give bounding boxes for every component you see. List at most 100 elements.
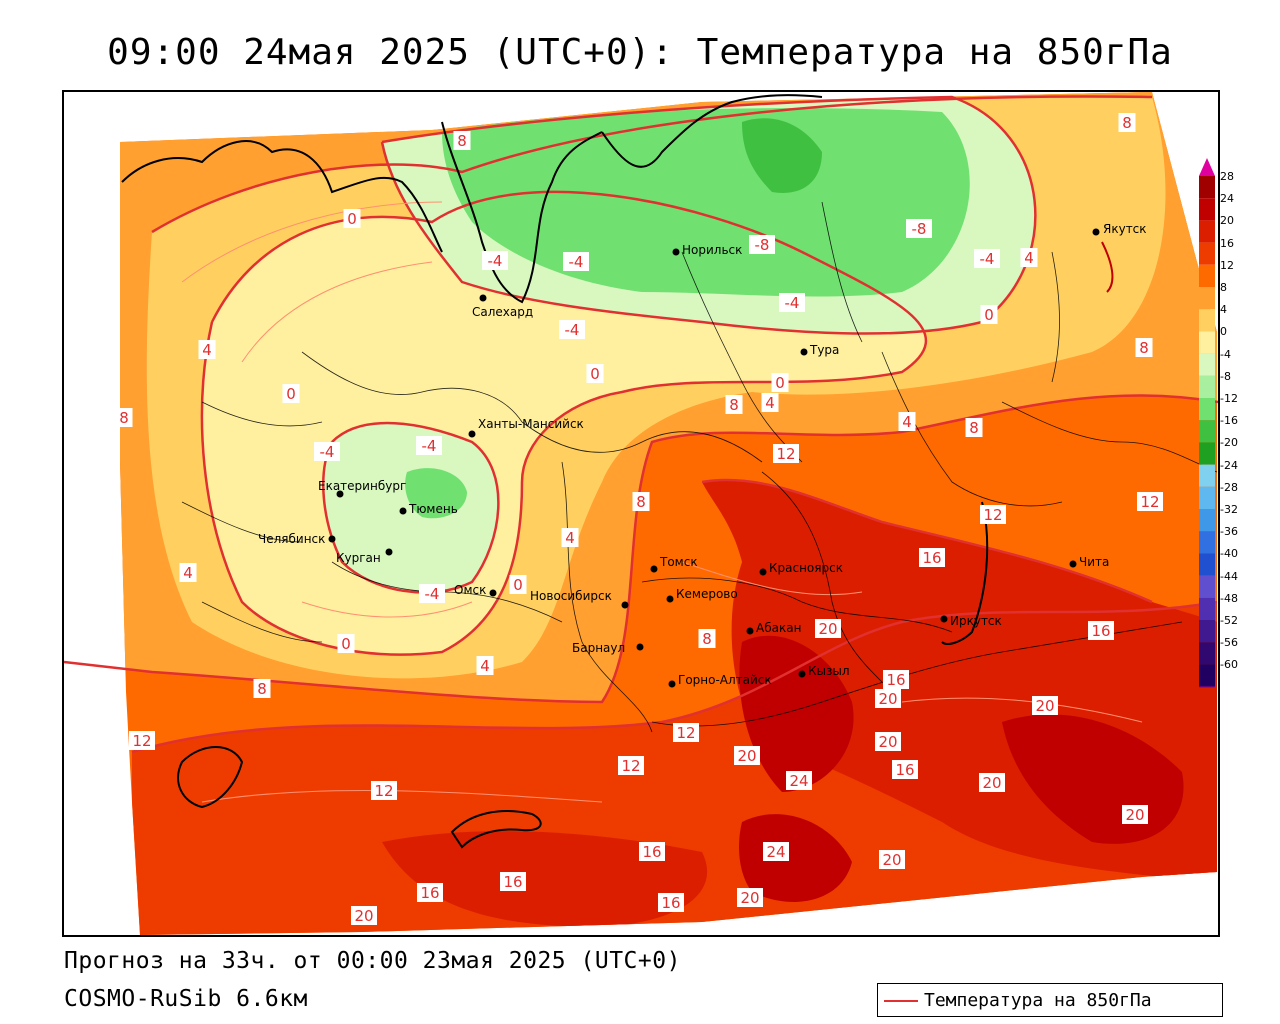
isotherm-label: 20 xyxy=(351,906,377,925)
svg-text:8: 8 xyxy=(969,419,979,437)
svg-text:-4: -4 xyxy=(425,585,440,603)
colorbar-tick-label: -52 xyxy=(1220,614,1238,627)
isotherm-label: 24 xyxy=(763,842,789,861)
isotherm-label: 4 xyxy=(561,528,579,547)
isotherm-label: 4 xyxy=(898,412,916,431)
temperature-colorbar: 28 24 20 16 12 8 4 0 -4 -8 -12 -16 -20 -24 -28 -32 -36 -4… xyxy=(1198,158,1268,688)
city-abakan[interactable]: Абакан xyxy=(746,621,802,635)
zone-neg12-north xyxy=(742,118,822,193)
temperature-map[interactable]: Якутск Норильск Салехард Тура Ханты-Манс… xyxy=(62,90,1220,937)
city-krasnoyarsk[interactable]: Красноярск xyxy=(759,561,843,576)
isotherm-4 xyxy=(151,95,1153,234)
isotherm-label: 4 xyxy=(198,340,216,359)
svg-text:12: 12 xyxy=(621,757,640,775)
city-label: Кемерово xyxy=(676,587,738,601)
isotherm-label: -4 xyxy=(482,251,508,270)
isotherm-label: 12 xyxy=(673,723,699,742)
colorbar-tick-label: -32 xyxy=(1220,503,1238,516)
svg-text:12: 12 xyxy=(776,445,795,463)
colorbar-swatch xyxy=(1199,353,1215,376)
isotherm-label: 12 xyxy=(773,444,799,463)
city-norilsk[interactable]: Норильск xyxy=(672,243,743,257)
city-label: Омск xyxy=(454,583,486,597)
city-tomsk[interactable]: Томск xyxy=(650,555,698,573)
colorbar-swatch xyxy=(1199,420,1215,443)
svg-text:-4: -4 xyxy=(320,443,335,461)
svg-text:16: 16 xyxy=(922,549,941,567)
city-kemerovo[interactable]: Кемерово xyxy=(666,587,738,603)
legend-label: Температура на 850гПа xyxy=(924,990,1152,1011)
coast-west xyxy=(121,140,443,253)
isotherm-label: -4 xyxy=(314,442,340,461)
city-yekaterinburg[interactable]: Екатеринбург xyxy=(318,479,406,498)
city-kyzyl[interactable]: Кызыл xyxy=(798,664,850,678)
colorbar-swatch xyxy=(1199,375,1215,398)
svg-text:16: 16 xyxy=(895,761,914,779)
svg-text:4: 4 xyxy=(480,657,490,675)
svg-text:0: 0 xyxy=(341,635,351,653)
svg-text:8: 8 xyxy=(636,493,646,511)
colorbar-swatch xyxy=(1199,264,1215,287)
svg-text:20: 20 xyxy=(878,733,897,751)
city-layer: Якутск Норильск Салехард Тура Ханты-Манс… xyxy=(258,222,1147,688)
colorbar-swatch xyxy=(1199,398,1215,421)
colorbar-tick-label: -20 xyxy=(1220,436,1238,450)
city-label: Екатеринбург xyxy=(318,479,406,493)
city-kurgan[interactable]: Курган xyxy=(336,548,393,566)
colorbar-swatch xyxy=(1199,198,1215,221)
isotherm-label: 8 xyxy=(1135,338,1153,357)
colorbar-tick-label: 28 xyxy=(1220,170,1234,183)
coast-taymyr xyxy=(601,94,823,168)
svg-text:-4: -4 xyxy=(980,250,995,268)
city-label: Абакан xyxy=(756,621,801,635)
city-gorno-altaysk[interactable]: Горно-Алтайск xyxy=(668,673,772,688)
city-tyumen[interactable]: Тюмень xyxy=(399,502,458,516)
city-label: Салехард xyxy=(472,305,533,319)
isotherm-label: 20 xyxy=(875,689,901,708)
isotherm-label: 12 xyxy=(129,731,155,750)
city-chelyabinsk[interactable]: Челябинск xyxy=(258,532,336,546)
isotherm-label: 4 xyxy=(761,393,779,412)
isotherm-label: 0 xyxy=(343,209,361,228)
isotherm-neg4-west xyxy=(322,421,500,594)
city-chita[interactable]: Чита xyxy=(1069,555,1110,569)
svg-text:0: 0 xyxy=(286,385,296,403)
city-barnaul[interactable]: Барнаул xyxy=(572,641,644,655)
svg-text:20: 20 xyxy=(982,774,1001,792)
city-tura[interactable]: Тура xyxy=(800,343,840,357)
isotherm-label: 20 xyxy=(734,746,760,765)
city-novosibirsk[interactable]: Новосибирск xyxy=(530,589,629,609)
region-borders xyxy=(181,201,1218,733)
isotherm-16 xyxy=(131,600,1218,754)
isotherm-label: 0 xyxy=(980,305,998,324)
zone-neg4-west xyxy=(323,423,499,593)
map-canvas: Якутск Норильск Салехард Тура Ханты-Манс… xyxy=(64,92,1218,935)
city-irkutsk[interactable]: Иркутск xyxy=(940,614,1002,628)
coast-baikal xyxy=(941,501,989,645)
map-title: 09:00 24мая 2025 (UTC+0): Температура на… xyxy=(107,32,1173,73)
zone-16-south xyxy=(382,831,708,927)
city-salekhard[interactable]: Салехард xyxy=(472,294,533,320)
isotherm-label: 20 xyxy=(875,732,901,751)
isotherm-label: 0 xyxy=(586,364,604,383)
colorbar-tick-label: -60 xyxy=(1220,658,1238,672)
svg-text:8: 8 xyxy=(257,680,267,698)
city-khanty-mansiysk[interactable]: Ханты-Мансийск xyxy=(468,417,584,438)
svg-text:0: 0 xyxy=(513,576,523,594)
colorbar-tick-label: -44 xyxy=(1220,569,1238,583)
coast-aral xyxy=(450,810,542,849)
isotherm-label: 24 xyxy=(786,771,812,790)
city-label: Норильск xyxy=(682,243,742,257)
city-yakutsk[interactable]: Якутск xyxy=(1092,222,1147,236)
city-omsk[interactable]: Омск xyxy=(454,583,497,597)
svg-text:0: 0 xyxy=(590,365,600,383)
colorbar-tick-label: -48 xyxy=(1220,591,1238,605)
city-label: Красноярск xyxy=(769,561,843,575)
colorbar-swatch xyxy=(1199,287,1215,310)
isotherm-label: 4 xyxy=(1020,248,1038,267)
isotherm-label: 0 xyxy=(282,384,300,403)
svg-text:4: 4 xyxy=(183,564,193,582)
isotherm-label: 8 xyxy=(698,629,716,648)
zone-neg8 xyxy=(442,108,970,297)
city-label: Томск xyxy=(659,555,698,569)
